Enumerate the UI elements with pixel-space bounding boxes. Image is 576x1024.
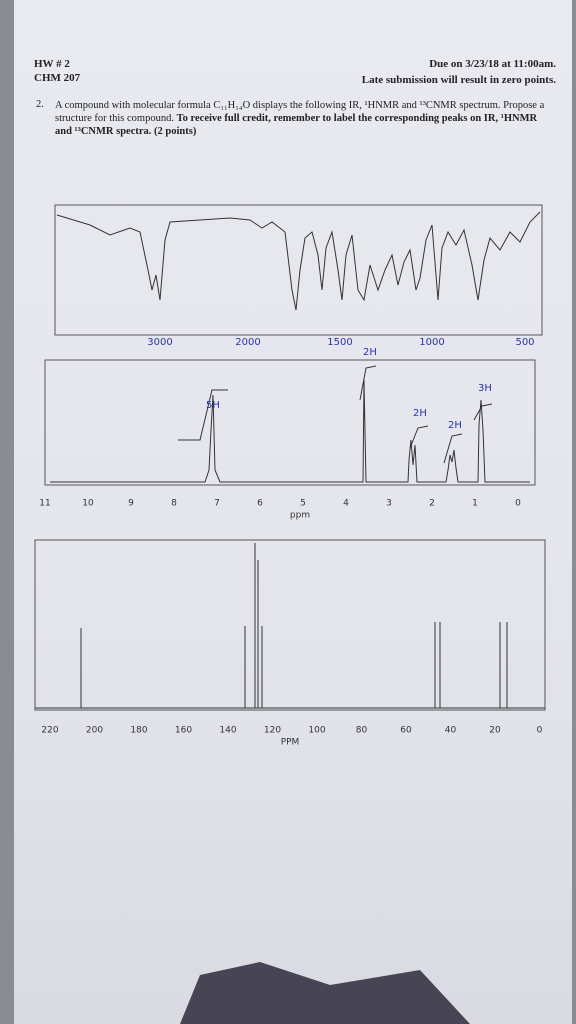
cnmr-frame: [34, 539, 546, 711]
hw-label: HW # 2: [34, 58, 70, 70]
hnmr-tick-label: 8: [171, 499, 177, 509]
due-date: Due on 3/23/18 at 11:00am.: [429, 58, 556, 70]
hnmr-tick-label: 11: [39, 499, 50, 509]
cnmr-tick-label: 200: [86, 726, 103, 736]
late-note: Late submission will result in zero poin…: [361, 74, 556, 86]
cnmr-tick-label: 40: [445, 726, 457, 736]
hnmr-tick-label: 9: [128, 499, 134, 509]
ir-tick-label: 1500: [327, 337, 352, 348]
ir-tick-label: 3000: [147, 337, 172, 348]
cnmr-tick-label: 220: [41, 726, 58, 736]
integration-note: 2H: [448, 420, 462, 431]
cnmr-peaks: [80, 543, 508, 708]
cnmr-tick-label: 140: [219, 726, 236, 736]
hnmr-tick-label: 2: [429, 499, 435, 509]
cnmr-tick-label: 120: [264, 726, 281, 736]
hnmr-tick-label: 10: [82, 499, 94, 509]
cnmr-tick-label: 0: [537, 726, 543, 736]
cnmr-axis-label: PPM: [281, 738, 300, 748]
integration-note: 3H: [478, 383, 492, 394]
question: A compound with molecular formula C₁₁H₁₄…: [55, 99, 545, 138]
integral-lines: [178, 365, 493, 464]
hnmr-tick-label: 3: [386, 499, 392, 509]
cnmr-tick-label: 160: [175, 726, 192, 736]
ir-tick-label: 500: [515, 337, 534, 348]
shadow: [180, 962, 470, 1024]
course-label: CHM 207: [34, 72, 81, 84]
cnmr-tick-label: 60: [400, 726, 412, 736]
hnmr-tick-label: 5: [300, 499, 306, 509]
question-text: A compound with molecular formula C₁₁H₁₄…: [55, 100, 545, 124]
ir-tick-label: 2000: [235, 337, 260, 348]
hnmr-tick-label: 4: [343, 499, 349, 509]
cnmr-tick-label: 80: [356, 726, 368, 736]
question-number: 2.: [36, 99, 44, 110]
integration-note: 2H: [413, 408, 427, 419]
hnmr-axis-label: ppm: [290, 511, 310, 521]
hnmr-trace: [50, 379, 530, 483]
ir-frame: [54, 204, 543, 336]
hnmr-tick-label: 1: [472, 499, 478, 509]
ir-trace: [56, 211, 541, 311]
question-instruction: To receive full credit, remember to labe…: [55, 113, 538, 137]
cnmr-tick-label: 20: [489, 726, 501, 736]
hnmr-tick-label: 0: [515, 499, 521, 509]
integration-note: 2H: [363, 347, 377, 358]
paper: HW # 2 CHM 207 Due on 3/23/18 at 11:00am…: [14, 0, 572, 1024]
cnmr-tick-label: 100: [308, 726, 325, 736]
ir-tick-label: 1000: [419, 337, 444, 348]
cnmr-tick-label: 180: [130, 726, 147, 736]
hnmr-tick-label: 6: [257, 499, 263, 509]
hnmr-tick-label: 7: [214, 499, 220, 509]
integration-note: 5H: [206, 400, 220, 411]
hnmr-frame: [44, 359, 536, 486]
